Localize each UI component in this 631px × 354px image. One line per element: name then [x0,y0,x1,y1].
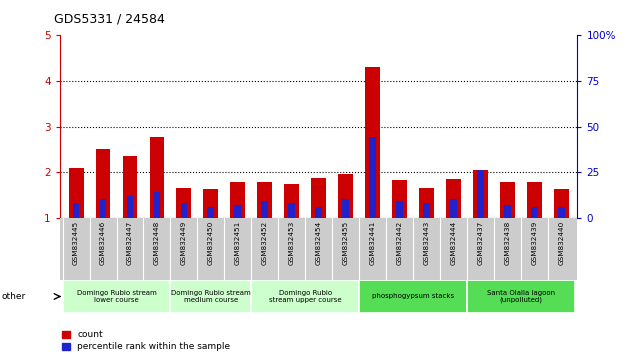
Bar [554,189,569,218]
Bar [208,207,215,218]
Bar [477,170,484,218]
Text: GSM832450: GSM832450 [208,221,214,265]
Bar [235,205,241,218]
Text: GSM832447: GSM832447 [127,221,133,265]
Bar [423,203,430,218]
Text: GSM832454: GSM832454 [316,221,322,265]
Legend: count, percentile rank within the sample: count, percentile rank within the sample [58,327,234,354]
Bar [467,280,575,313]
Text: GSM832451: GSM832451 [235,221,241,265]
Bar [69,167,83,218]
Text: GSM832448: GSM832448 [154,221,160,265]
Text: GSM832438: GSM832438 [504,221,510,265]
Bar [311,178,326,218]
Text: GSM832453: GSM832453 [289,221,295,265]
Bar [504,205,510,218]
Text: GSM832445: GSM832445 [73,221,79,265]
Bar [257,182,272,218]
Bar [153,192,160,218]
Bar [203,189,218,218]
Bar [446,179,461,218]
Bar [251,280,359,313]
Bar [531,207,538,218]
Text: GDS5331 / 24584: GDS5331 / 24584 [54,12,165,25]
Bar [365,67,380,218]
Bar [62,280,170,313]
Bar [396,201,403,218]
Bar [127,196,133,218]
Text: Santa Olalla lagoon
(unpolluted): Santa Olalla lagoon (unpolluted) [487,290,555,303]
Bar [230,182,245,218]
Bar [316,207,322,218]
Bar [359,280,467,313]
Bar [342,200,349,218]
Bar [180,203,187,218]
Bar [100,200,107,218]
Bar [288,203,295,218]
Bar [369,137,376,218]
Bar [473,170,488,218]
Text: GSM832455: GSM832455 [343,221,348,265]
Text: GSM832444: GSM832444 [451,221,456,265]
Text: GSM832443: GSM832443 [423,221,430,265]
Bar [527,182,541,218]
Text: other: other [1,292,25,301]
Text: GSM832449: GSM832449 [181,221,187,265]
Text: Domingo Rubio stream
lower course: Domingo Rubio stream lower course [76,290,156,303]
Text: Domingo Rubio
stream upper course: Domingo Rubio stream upper course [269,290,341,303]
Bar [96,149,110,218]
Text: GSM832446: GSM832446 [100,221,106,265]
Bar [150,137,164,218]
Bar [170,280,251,313]
Bar [261,201,268,218]
Bar [500,182,515,218]
Bar [177,188,191,218]
Text: GSM832442: GSM832442 [396,221,403,265]
Bar [419,188,434,218]
Text: GSM832437: GSM832437 [477,221,483,265]
Bar [285,183,299,218]
Text: Domingo Rubio stream
medium course: Domingo Rubio stream medium course [171,290,251,303]
Text: GSM832452: GSM832452 [262,221,268,265]
Text: phosphogypsum stacks: phosphogypsum stacks [372,293,454,299]
Bar [73,203,80,218]
Bar [122,156,138,218]
Text: GSM832439: GSM832439 [531,221,537,265]
Text: GSM832440: GSM832440 [558,221,564,265]
Text: GSM832441: GSM832441 [370,221,375,265]
Bar [558,207,565,218]
Bar [450,200,457,218]
Bar [392,180,407,218]
Bar [338,175,353,218]
